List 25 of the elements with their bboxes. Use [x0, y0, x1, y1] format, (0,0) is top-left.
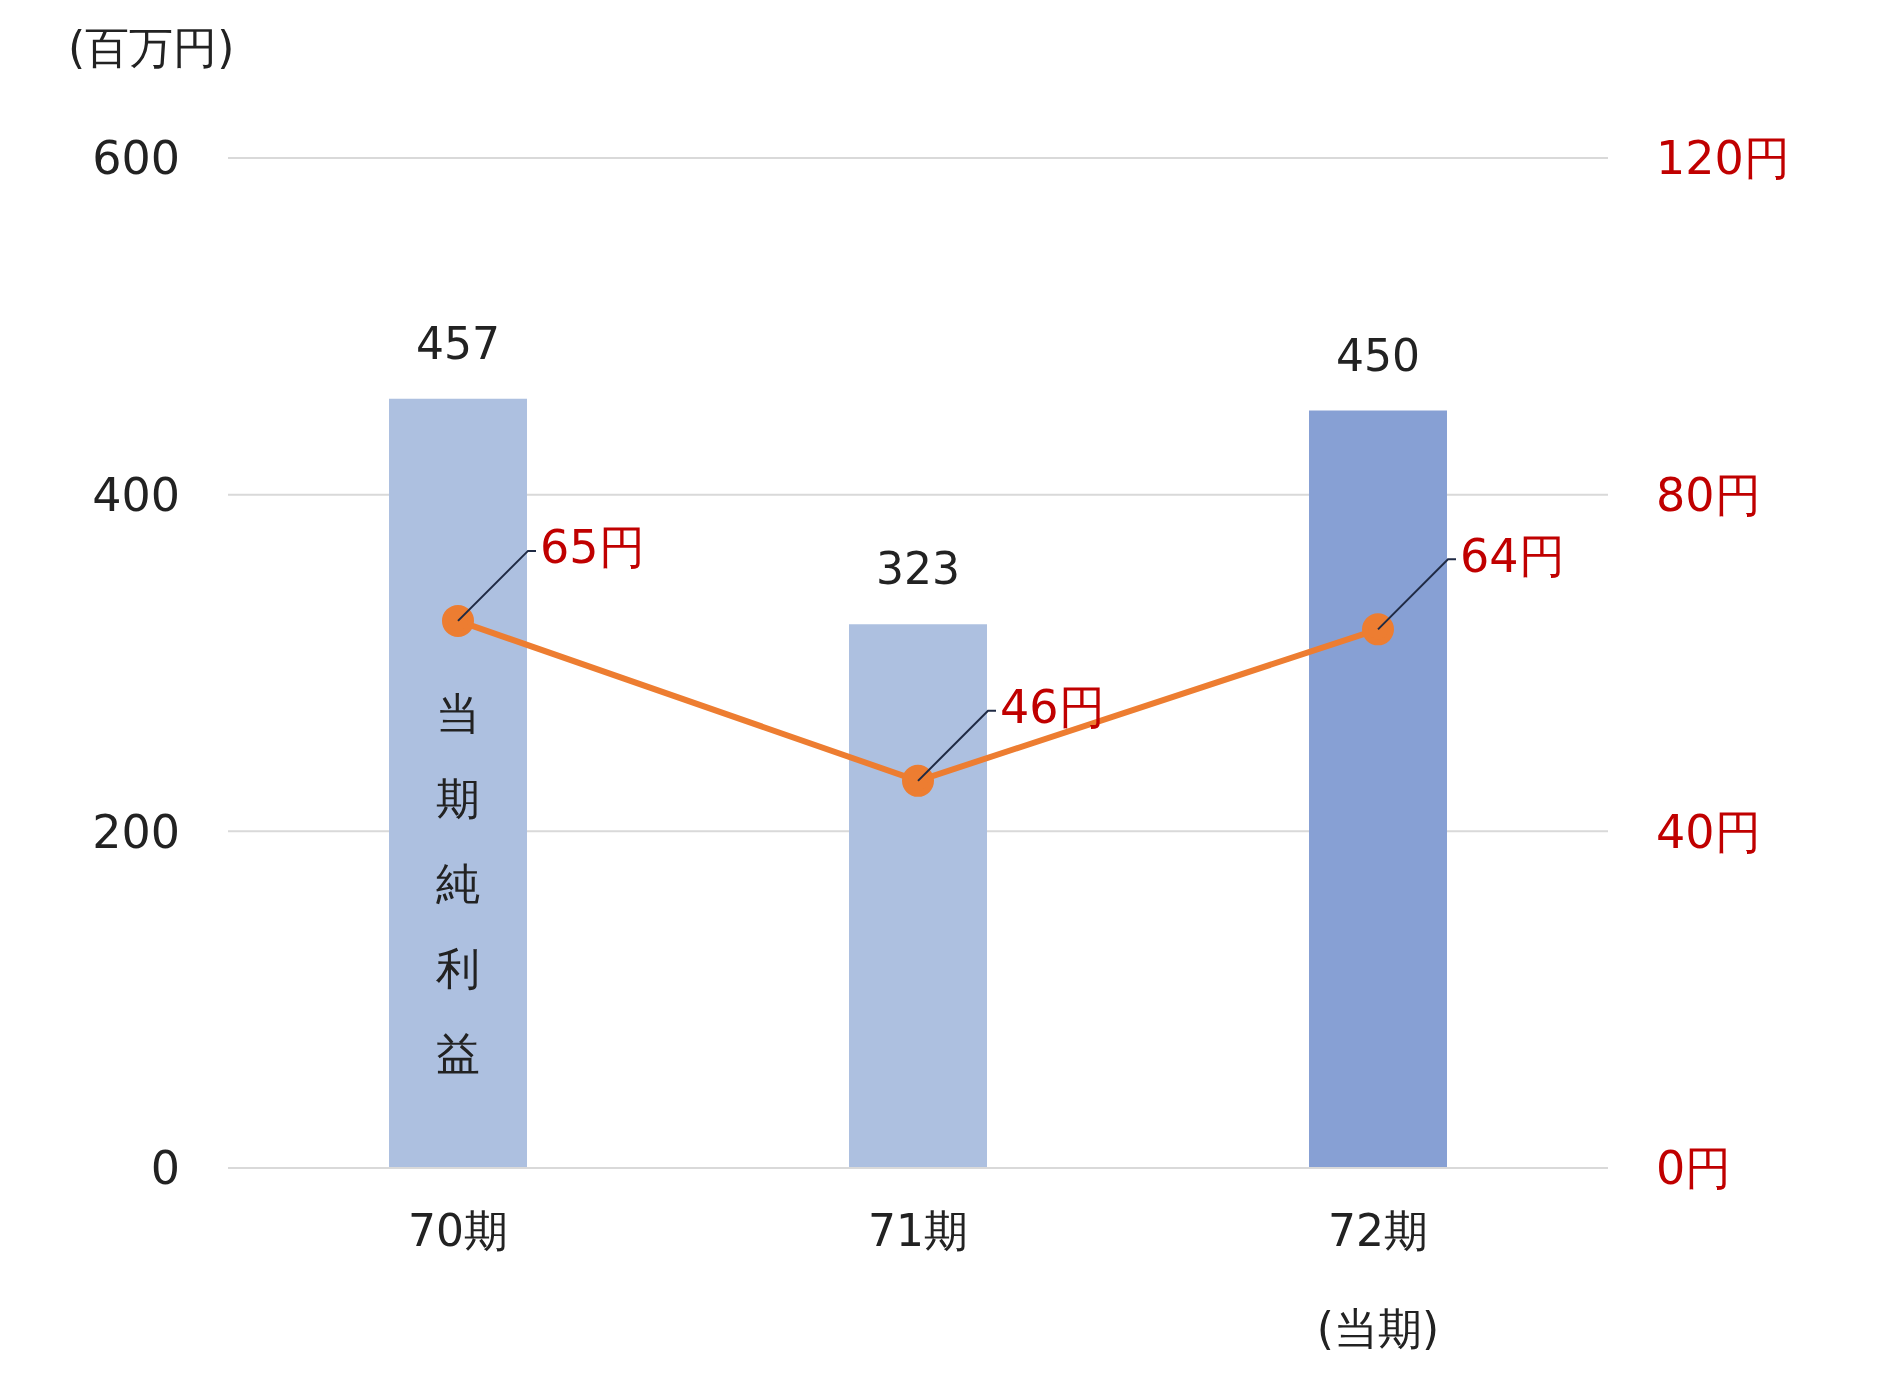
point: [442, 604, 474, 637]
y-tick-label: 400: [92, 468, 180, 522]
data-label: 450: [1336, 329, 1420, 381]
data-label: 457: [416, 317, 500, 369]
point: [1362, 613, 1394, 646]
data-label: 323: [876, 543, 960, 595]
series-label: 当期純利益: [436, 687, 480, 1079]
data-label: 64円: [1460, 528, 1565, 583]
x-tick-label: 72期 (当期): [1316, 1205, 1440, 1354]
x-tick-label: 71期: [868, 1205, 968, 1256]
y2-tick-label: 0円: [1656, 1141, 1732, 1196]
y-tick-label: 200: [92, 804, 180, 859]
bar: [389, 398, 527, 1168]
y2-tick-label: 40円: [1656, 804, 1761, 859]
x-tick-label: 70期: [408, 1205, 508, 1256]
bar: [849, 624, 987, 1168]
point: [902, 764, 934, 797]
y-axis-title: (百万円): [68, 22, 235, 73]
bar: [1309, 410, 1447, 1168]
data-label: 65円: [540, 520, 645, 575]
y-tick-label: 600: [92, 131, 180, 186]
y2-tick-label: 120円: [1656, 131, 1790, 186]
y-tick-label: 0: [150, 1141, 180, 1196]
y2-tick-label: 80円: [1656, 468, 1761, 522]
data-label: 46円: [1000, 680, 1105, 735]
